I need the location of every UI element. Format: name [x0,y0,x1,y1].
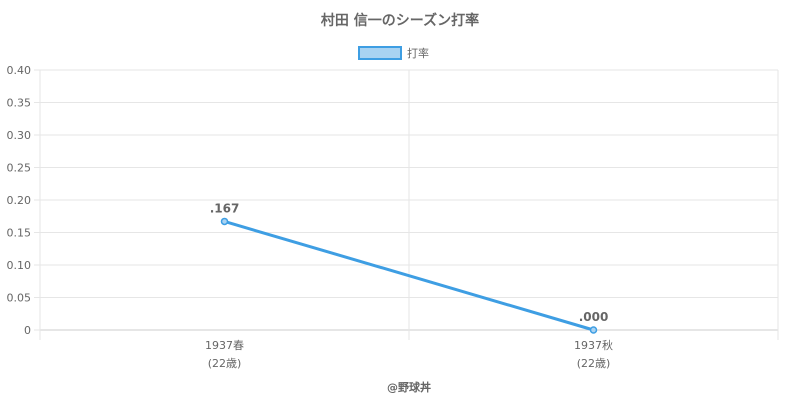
x-tick-label: 1937秋 [574,338,613,352]
chart-title: 村田 信一のシーズン打率 [321,12,479,29]
data-label: .167 [210,201,240,215]
series-line [224,220,594,332]
x-tick-sublabel: (22歳) [577,357,611,370]
legend-swatch [358,46,402,60]
y-tick-label: 0.05 [7,292,32,305]
y-tick-label: 0.20 [7,194,32,207]
label-layer: .167 .000 [210,201,609,324]
data-point [589,326,598,334]
x-tick-label: 1937春 [205,339,244,352]
y-tick-label: 0.40 [7,64,32,77]
y-tick-label: 0.10 [7,259,32,272]
y-tick-label: 0.35 [7,97,32,110]
series-layer [220,217,598,334]
grid-layer [34,69,779,340]
y-tick-label: 0 [24,324,31,337]
data-label: .000 [579,310,609,324]
axis-layer: 0 0.05 0.10 0.15 0.20 0.25 0.30 0.35 0.40 1937春 (2… [7,64,614,370]
y-tick-label: 0.15 [7,227,32,240]
legend-label: 打率 [407,46,429,60]
legend[interactable]: 打率 [358,46,429,60]
y-tick-label: 0.25 [7,162,32,175]
credit-label: @野球丼 [387,380,431,394]
y-tick-label: 0.30 [7,129,32,142]
data-point [220,217,229,226]
x-tick-sublabel: (22歳) [208,357,242,370]
